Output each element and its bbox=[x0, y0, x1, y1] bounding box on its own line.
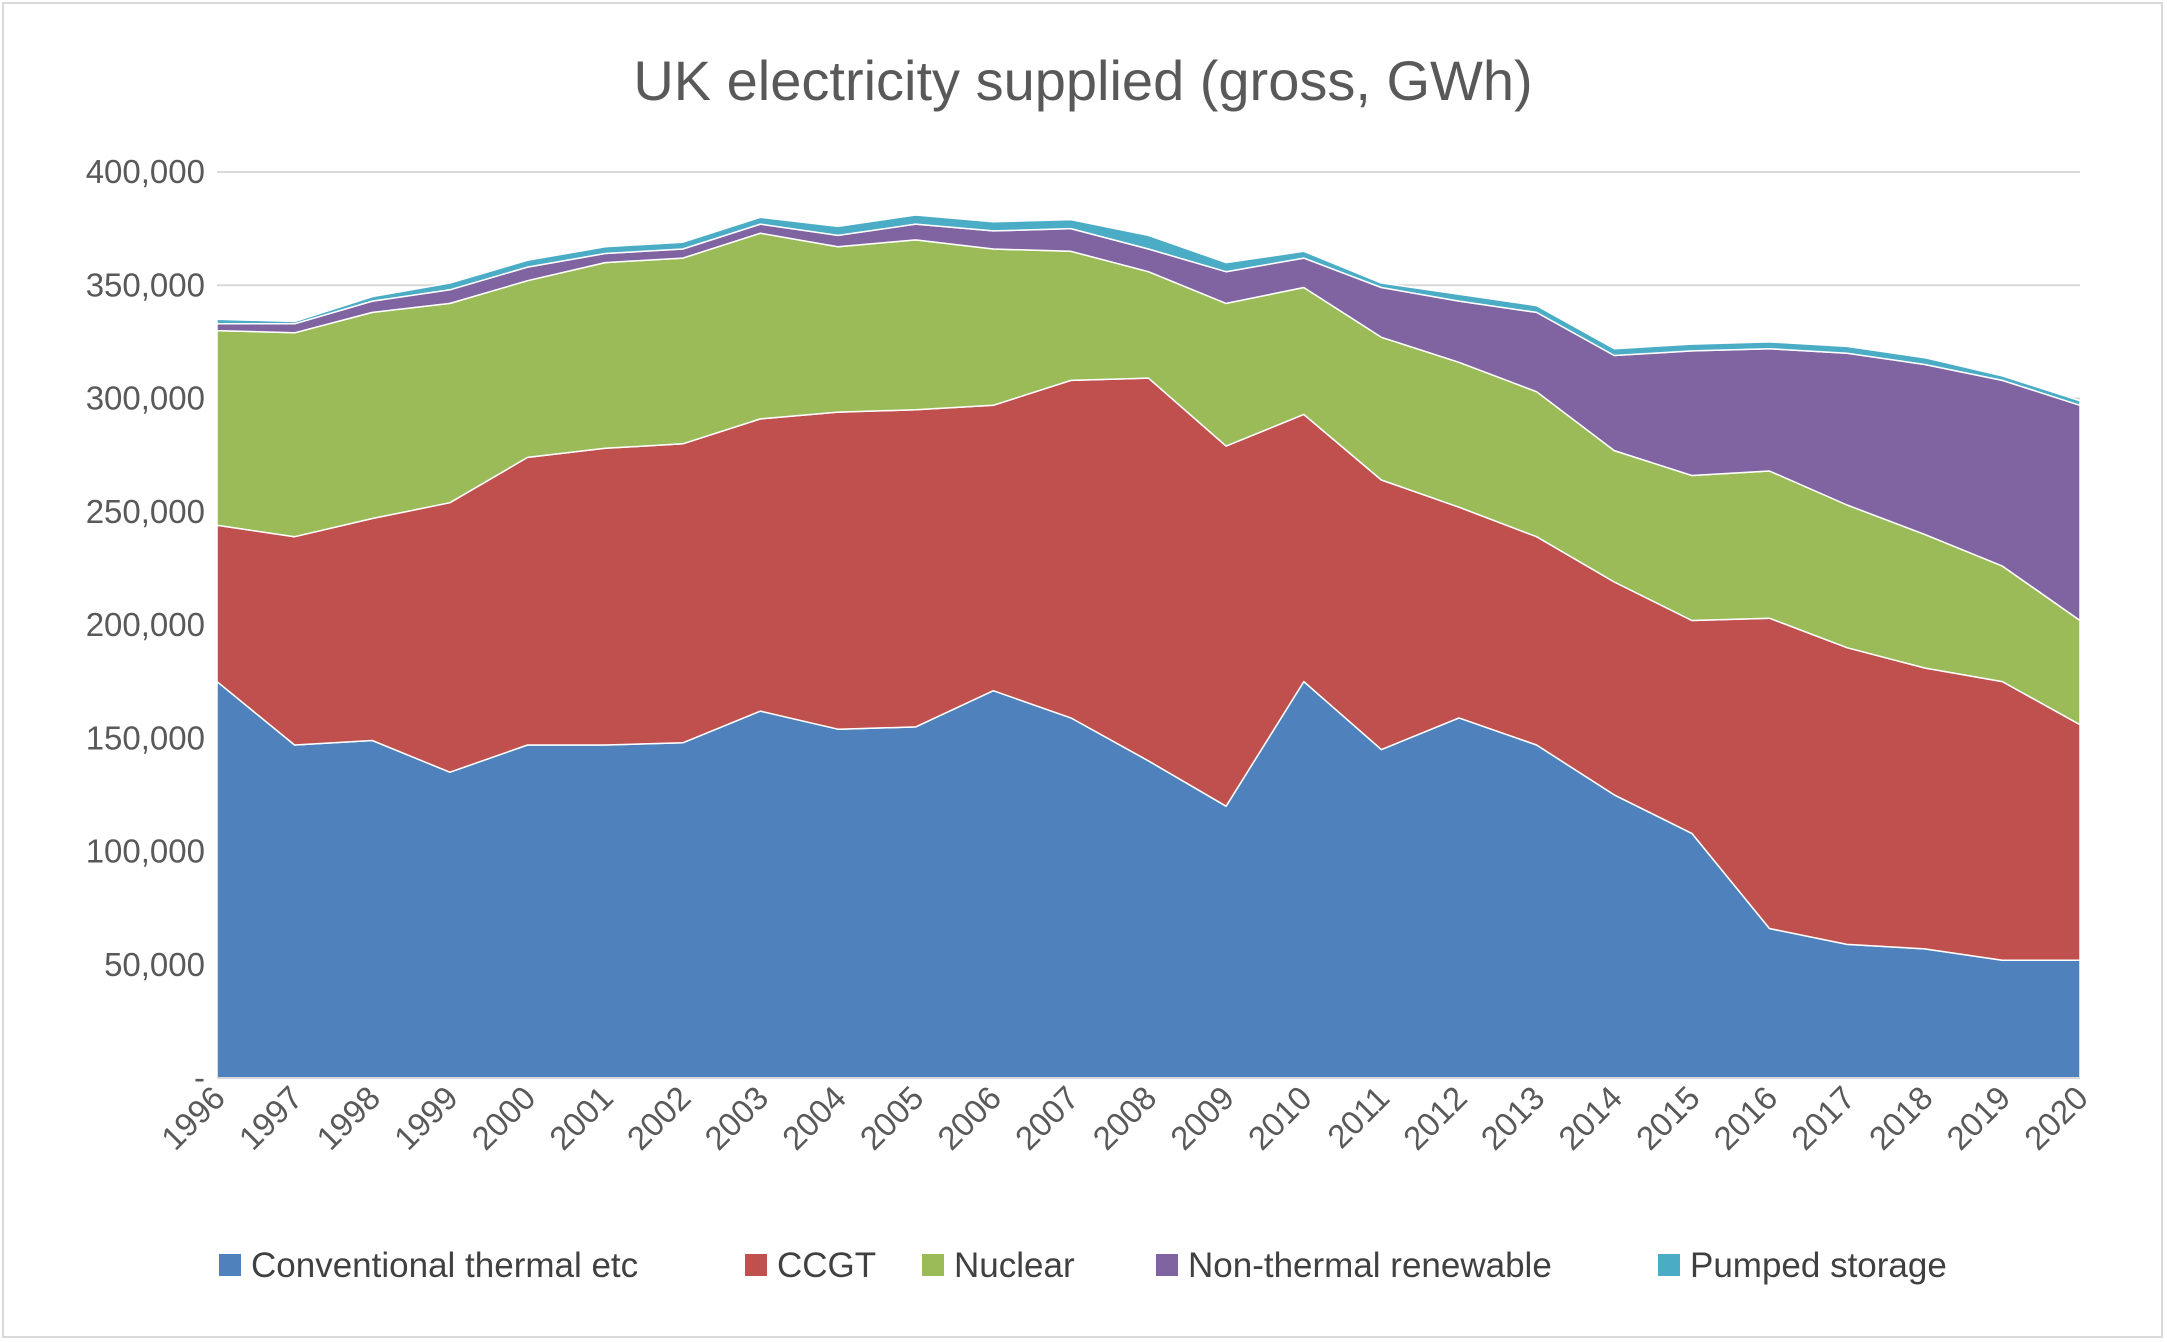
x-tick-label: 1996 bbox=[154, 1079, 232, 1157]
x-tick-label: 2010 bbox=[1241, 1079, 1319, 1157]
x-tick-label: 2005 bbox=[852, 1079, 930, 1157]
x-tick-label: 2018 bbox=[1862, 1079, 1940, 1157]
legend: Conventional thermal etc CCGT Nuclear Non-t… bbox=[219, 1246, 1947, 1285]
y-tick-label: - bbox=[194, 1059, 205, 1096]
x-tick-label: 2019 bbox=[1939, 1079, 2017, 1157]
x-tick-label: 2002 bbox=[620, 1079, 698, 1157]
x-tick-label: 2017 bbox=[1784, 1079, 1862, 1157]
legend-swatch-ccgt bbox=[745, 1254, 767, 1276]
y-tick-label: 300,000 bbox=[86, 380, 205, 417]
x-tick-label: 1999 bbox=[387, 1079, 465, 1157]
x-tick-label: 2001 bbox=[542, 1079, 620, 1157]
legend-label-non-thermal-renewable: Non-thermal renewable bbox=[1188, 1246, 1552, 1285]
y-tick-label: 400,000 bbox=[86, 153, 205, 190]
legend-swatch-non-thermal-renewable bbox=[1156, 1254, 1178, 1276]
y-tick-label: 350,000 bbox=[86, 266, 205, 303]
y-tick-labels: - 50,000 100,000 150,000 200,000 250,000 300,0… bbox=[86, 153, 205, 1096]
x-tick-label: 2011 bbox=[1320, 1079, 1396, 1155]
legend-swatch-nuclear bbox=[922, 1254, 944, 1276]
x-tick-label: 1998 bbox=[309, 1079, 387, 1157]
legend-swatch-conventional-thermal-etc bbox=[219, 1254, 241, 1276]
legend-swatch-pumped-storage bbox=[1658, 1254, 1680, 1276]
legend-label-pumped-storage: Pumped storage bbox=[1690, 1246, 1947, 1285]
legend-label-nuclear: Nuclear bbox=[954, 1246, 1075, 1285]
legend-label-conventional-thermal-etc: Conventional thermal etc bbox=[251, 1246, 638, 1285]
x-tick-label: 2006 bbox=[930, 1079, 1008, 1157]
x-tick-label: 2012 bbox=[1396, 1079, 1474, 1157]
y-tick-label: 150,000 bbox=[86, 719, 205, 756]
x-tick-label: 2013 bbox=[1473, 1079, 1551, 1157]
x-tick-label: 2016 bbox=[1706, 1079, 1784, 1157]
chart-title: UK electricity supplied (gross, GWh) bbox=[633, 49, 1532, 112]
x-tick-label: 2004 bbox=[775, 1079, 853, 1157]
x-tick-label: 2007 bbox=[1008, 1079, 1086, 1157]
x-tick-label: 2003 bbox=[697, 1079, 775, 1157]
x-tick-label: 2008 bbox=[1085, 1079, 1163, 1157]
x-tick-label: 2014 bbox=[1551, 1079, 1629, 1157]
x-tick-label: 2015 bbox=[1629, 1079, 1707, 1157]
stacked-areas bbox=[216, 214, 2081, 1079]
legend-label-ccgt: CCGT bbox=[777, 1246, 876, 1285]
x-tick-label: 2000 bbox=[464, 1079, 542, 1157]
y-tick-label: 200,000 bbox=[86, 606, 205, 643]
y-tick-label: 50,000 bbox=[104, 946, 205, 983]
x-tick-label: 2020 bbox=[2017, 1079, 2095, 1157]
y-tick-label: 100,000 bbox=[86, 833, 205, 870]
area-pumped-storage bbox=[216, 214, 2081, 407]
x-tick-label: 2009 bbox=[1163, 1079, 1241, 1157]
x-tick-label: 1997 bbox=[231, 1079, 309, 1157]
y-tick-label: 250,000 bbox=[86, 493, 205, 530]
x-tick-labels: 1996 1997 1998 1999 2000 2001 2002 2003 2004 2005… bbox=[154, 1079, 2095, 1157]
